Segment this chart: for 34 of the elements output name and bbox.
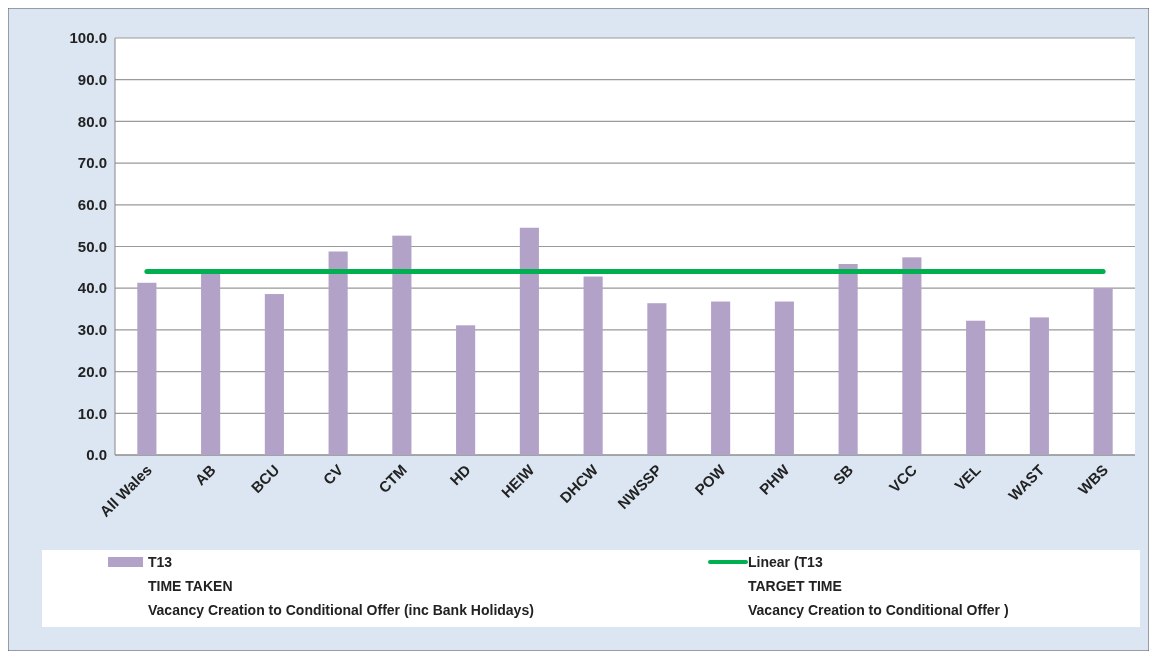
y-tick-label: 0.0 xyxy=(86,446,107,464)
bar xyxy=(328,251,348,455)
y-tick-label: 50.0 xyxy=(77,237,107,255)
bar xyxy=(711,301,731,455)
y-tick-label: 100.0 xyxy=(69,29,107,47)
x-tick-label: AB xyxy=(191,460,219,489)
y-tick-label: 80.0 xyxy=(77,112,107,130)
legend-label: Linear (T13 TARGET TIME Vacancy Creation to Conditional Offer ) xyxy=(748,554,1009,618)
y-tick-label: 60.0 xyxy=(77,196,107,214)
bar xyxy=(838,264,858,455)
bar xyxy=(1029,317,1049,455)
y-tick-label: 30.0 xyxy=(77,321,107,339)
bar xyxy=(519,227,539,455)
legend-label: T13 TIME TAKEN Vacancy Creation to Conditional Offer (inc Bank Holidays) xyxy=(148,554,534,618)
bar xyxy=(583,276,603,455)
bar xyxy=(902,257,922,455)
bar xyxy=(1093,288,1113,455)
bar xyxy=(201,273,221,455)
bar xyxy=(392,235,412,455)
bar xyxy=(647,303,667,455)
y-tick-label: 40.0 xyxy=(77,279,107,297)
bar xyxy=(264,294,284,455)
y-tick-label: 10.0 xyxy=(77,404,107,422)
bar xyxy=(774,301,794,455)
x-tick-label: SB xyxy=(829,460,857,488)
bar xyxy=(966,320,986,455)
y-tick-label: 90.0 xyxy=(77,70,107,88)
bar xyxy=(137,282,157,455)
y-tick-label: 20.0 xyxy=(77,362,107,380)
y-tick-label: 70.0 xyxy=(77,154,107,172)
x-tick-label: VEL xyxy=(951,461,984,494)
x-tick-label: CV xyxy=(319,461,347,488)
bar xyxy=(456,325,476,455)
x-tick-label: HD xyxy=(446,460,474,489)
